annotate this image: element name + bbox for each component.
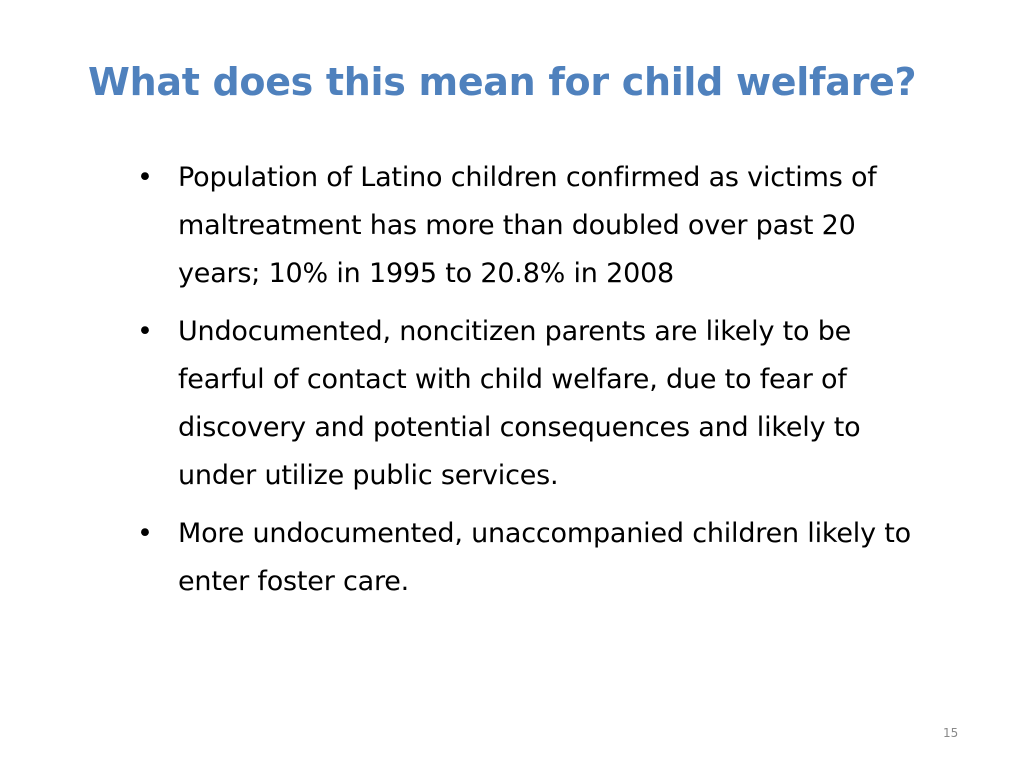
bullet-item-undocumented-parents: • Undocumented, noncitizen parents are l…	[137, 308, 917, 500]
bullet-icon: •	[137, 316, 153, 347]
bullet-text: Population of Latino children confirmed …	[178, 162, 877, 289]
page-number: 15	[943, 726, 959, 740]
bullet-list: • Population of Latino children confirme…	[137, 154, 917, 616]
bullet-icon: •	[137, 518, 153, 549]
bullet-icon: •	[137, 162, 153, 193]
bullet-text: More undocumented, unaccompanied childre…	[178, 518, 911, 597]
bullet-text: Undocumented, noncitizen parents are lik…	[178, 316, 861, 491]
bullet-item-latino-population: • Population of Latino children confirme…	[137, 154, 917, 298]
bullet-item-foster-care: • More undocumented, unaccompanied child…	[137, 510, 917, 606]
slide-title: What does this mean for child welfare?	[88, 60, 917, 104]
